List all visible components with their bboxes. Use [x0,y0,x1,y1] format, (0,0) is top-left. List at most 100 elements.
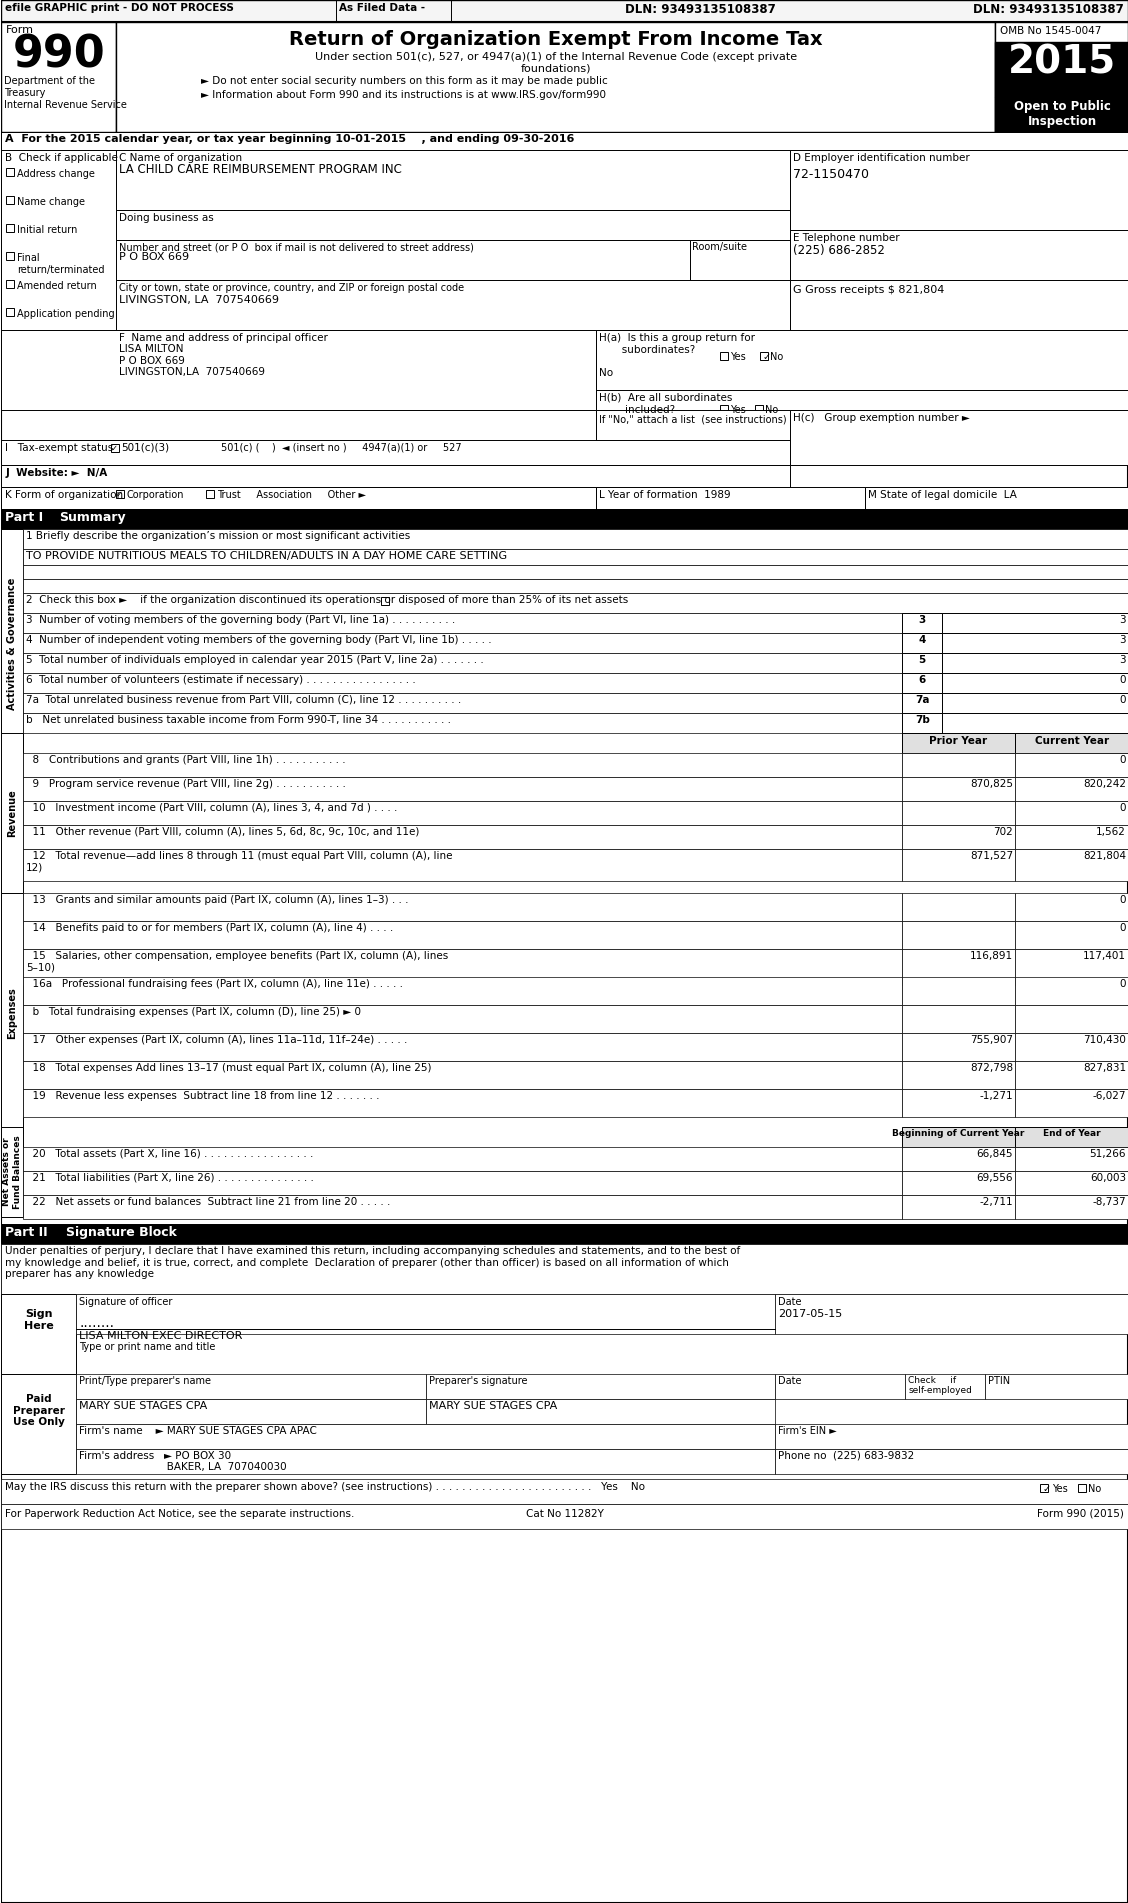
Text: 0: 0 [1119,923,1126,932]
Text: 0: 0 [1119,755,1126,765]
Text: Trust     Association     Other ►: Trust Association Other ► [217,489,365,500]
Text: No: No [766,405,778,415]
Text: 72-1150470: 72-1150470 [793,167,870,181]
Bar [24,801,902,826]
Bar [1015,826,1128,849]
Text: 20   Total assets (Part X, line 16) . . . . . . . . . . . . . . . . .: 20 Total assets (Part X, line 16) . . . … [26,1149,314,1159]
Text: ► Do not enter social security numbers on this form as it may be made public: ► Do not enter social security numbers o… [201,76,608,86]
Text: Firm's address   ► PO BOX 30: Firm's address ► PO BOX 30 [79,1450,231,1462]
Text: H(c)   Group exemption number ►: H(c) Group exemption number ► [793,413,970,422]
Text: 116,891: 116,891 [970,952,1013,961]
Text: Internal Revenue Service: Internal Revenue Service [5,101,127,110]
Bar [1,1245,1128,1294]
Text: 5  Total number of individuals employed in calendar year 2015 (Part V, line 2a) : 5 Total number of individuals employed i… [26,655,484,664]
Text: F  Name and address of principal officer: F Name and address of principal officer [120,333,328,343]
Bar [902,921,1015,950]
Bar [596,390,1128,449]
Text: 0: 0 [1119,803,1126,813]
Bar [1,1294,76,1374]
Bar [942,674,1128,693]
Text: K Form of organization: K Form of organization [6,489,123,500]
Text: 11   Other revenue (Part VIII, column (A), lines 5, 6d, 8c, 9c, 10c, and 11e): 11 Other revenue (Part VIII, column (A),… [26,828,420,837]
Bar [1,1479,1128,1503]
Text: H(a)  Is this a group return for
       subordinates?: H(a) Is this a group return for subordin… [599,333,755,354]
Text: As Filed Data -: As Filed Data - [338,4,425,13]
Bar [24,714,902,733]
Bar [6,225,15,232]
Bar [1078,1484,1086,1492]
Bar [116,280,791,329]
Text: BAKER, LA  707040030: BAKER, LA 707040030 [79,1462,287,1473]
Bar [865,487,1128,508]
Text: C Name of organization: C Name of organization [120,152,243,164]
Text: Beginning of Current Year: Beginning of Current Year [892,1128,1024,1138]
Text: Signature of officer: Signature of officer [79,1298,173,1307]
Text: Initial return: Initial return [17,225,78,234]
Text: Date: Date [778,1298,802,1307]
Text: Name change: Name change [17,198,85,207]
Text: Department of the
Treasury: Department of the Treasury [5,76,95,97]
Text: No: No [599,367,613,379]
Text: 3  Number of voting members of the governing body (Part VI, line 1a) . . . . . .: 3 Number of voting members of the govern… [26,615,456,624]
Text: For Paperwork Reduction Act Notice, see the separate instructions.: For Paperwork Reduction Act Notice, see … [6,1509,354,1519]
Bar [24,613,902,634]
Text: 3: 3 [1119,636,1126,645]
Text: 60,003: 60,003 [1090,1172,1126,1184]
Text: A  For the 2015 calendar year, or tax year beginning 10-01-2015    , and ending : A For the 2015 calendar year, or tax yea… [6,133,574,145]
Bar [1,529,24,759]
Text: -2,711: -2,711 [979,1197,1013,1207]
Bar [942,653,1128,674]
Text: Room/suite: Room/suite [693,242,748,251]
Bar [1,1374,76,1475]
Text: MARY SUE STAGES CPA: MARY SUE STAGES CPA [79,1401,208,1410]
Text: 4: 4 [918,636,926,645]
Bar [24,1195,902,1220]
Bar [791,409,1128,464]
Text: Part II: Part II [6,1226,47,1239]
Text: 2015: 2015 [1008,44,1117,82]
Bar [760,352,768,360]
Bar [24,893,902,921]
Bar [1015,1148,1128,1170]
Text: 7b: 7b [915,716,929,725]
Text: 8   Contributions and grants (Part VIII, line 1h) . . . . . . . . . . .: 8 Contributions and grants (Part VIII, l… [26,755,346,765]
Text: 117,401: 117,401 [1083,952,1126,961]
Text: B  Check if applicable: B Check if applicable [6,152,118,164]
Text: b   Total fundraising expenses (Part IX, column (D), line 25) ► 0: b Total fundraising expenses (Part IX, c… [26,1007,361,1016]
Text: J  Website: ►  N/A: J Website: ► N/A [6,468,107,478]
Text: 1,562: 1,562 [1096,828,1126,837]
Bar [902,714,942,733]
Bar [775,1374,906,1399]
Text: Yes: Yes [731,352,746,362]
Bar [942,693,1128,714]
Text: ✓: ✓ [1042,1484,1050,1494]
Bar [942,634,1128,653]
Bar [116,209,791,240]
Text: ► Information about Form 990 and its instructions is at www.IRS.gov/form990: ► Information about Form 990 and its ins… [201,89,606,101]
Text: Form: Form [6,25,34,34]
Bar [24,693,902,714]
Text: ✓: ✓ [116,489,123,499]
Bar [24,1033,902,1062]
Text: City or town, state or province, country, and ZIP or foreign postal code: City or town, state or province, country… [120,284,465,293]
Bar [76,1399,425,1423]
Bar [902,801,1015,826]
Text: Paid
Preparer
Use Only: Paid Preparer Use Only [14,1395,65,1427]
Bar [902,653,942,674]
Bar [902,976,1015,1005]
Bar [902,733,1015,754]
Text: Firm's name    ► MARY SUE STAGES CPA APAC: Firm's name ► MARY SUE STAGES CPA APAC [79,1425,317,1437]
Text: 870,825: 870,825 [970,778,1013,790]
Text: May the IRS discuss this return with the preparer shown above? (see instructions: May the IRS discuss this return with the… [6,1482,645,1492]
Bar [995,97,1128,131]
Bar [1,1503,1128,1528]
Text: 15   Salaries, other compensation, employee benefits (Part IX, column (A), lines: 15 Salaries, other compensation, employe… [26,952,449,972]
Bar [902,1195,1015,1220]
Text: Expenses: Expenses [7,988,17,1039]
Text: 7a: 7a [915,695,929,704]
Text: 22   Net assets or fund balances  Subtract line 21 from line 20 . . . . .: 22 Net assets or fund balances Subtract … [26,1197,390,1207]
Bar [116,489,124,499]
Bar [775,1423,1128,1448]
Text: 827,831: 827,831 [1083,1064,1126,1073]
Bar [6,308,15,316]
